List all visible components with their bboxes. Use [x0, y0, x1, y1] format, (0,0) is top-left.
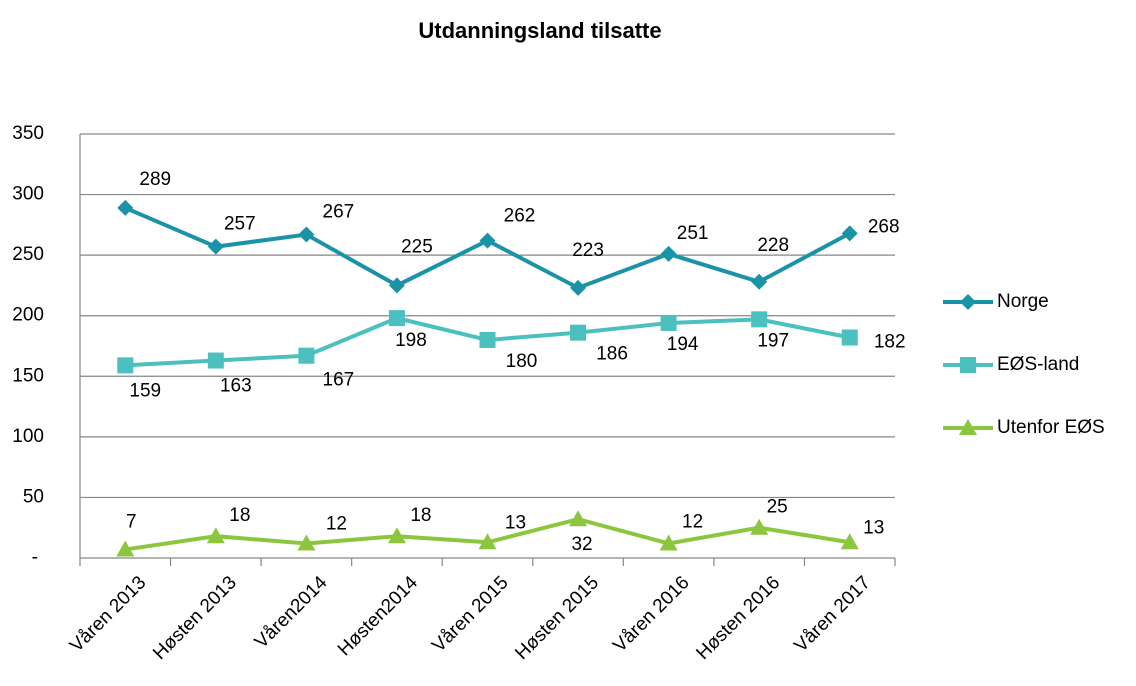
y-tick-label: - — [32, 547, 38, 568]
legend-label: Norge — [997, 291, 1049, 312]
legend-label: EØS-land — [997, 354, 1079, 375]
data-label: 12 — [326, 513, 347, 534]
marker — [298, 347, 315, 364]
x-tick-label: Høsten 2015 — [511, 572, 603, 664]
data-label: 225 — [401, 236, 433, 257]
data-label: 267 — [323, 202, 355, 223]
data-label: 228 — [757, 235, 789, 256]
data-label: 182 — [874, 332, 906, 353]
marker — [659, 534, 678, 551]
data-label: 7 — [126, 512, 137, 533]
x-tick-label: Våren 2013 — [66, 572, 150, 656]
data-label: 268 — [868, 216, 900, 237]
marker — [841, 329, 858, 346]
data-label: 262 — [504, 206, 536, 227]
y-tick-label: 350 — [12, 123, 44, 144]
marker — [750, 518, 769, 535]
data-label: 13 — [863, 517, 884, 538]
data-label: 18 — [229, 505, 250, 526]
marker — [478, 533, 497, 550]
marker — [479, 232, 496, 249]
chart-title: Utdanningsland tilsatte — [418, 18, 661, 43]
legend-label: Utenfor EØS — [997, 417, 1105, 438]
marker — [751, 273, 768, 290]
x-tick-label: Våren 2016 — [609, 572, 693, 656]
data-label: 167 — [323, 370, 355, 391]
marker — [570, 279, 587, 296]
marker — [207, 352, 224, 369]
data-label: 289 — [139, 169, 171, 190]
marker — [841, 225, 858, 242]
marker — [116, 540, 135, 557]
data-label: 194 — [667, 334, 699, 355]
marker — [388, 277, 405, 294]
data-label: 197 — [757, 330, 789, 351]
marker — [751, 311, 768, 328]
data-label: 223 — [572, 240, 604, 261]
data-label: 25 — [767, 497, 788, 518]
marker — [298, 226, 315, 243]
y-tick-label: 150 — [12, 365, 44, 386]
x-tick-label: Våren2014 — [251, 572, 332, 653]
y-tick-label: 250 — [12, 244, 44, 265]
y-tick-label: 300 — [12, 184, 44, 205]
marker — [206, 527, 225, 544]
marker — [388, 310, 405, 327]
data-label: 186 — [596, 344, 628, 365]
data-label: 198 — [395, 330, 427, 351]
marker — [660, 245, 677, 262]
x-tick-label: Våren 2017 — [790, 572, 874, 656]
data-label: 251 — [677, 223, 709, 244]
marker — [960, 357, 976, 373]
marker — [387, 527, 406, 544]
marker — [959, 419, 977, 435]
data-label: 18 — [410, 505, 431, 526]
x-tick-label: Høsten 2016 — [692, 572, 784, 664]
data-label: 159 — [129, 380, 161, 401]
x-tick-label: Høsten2014 — [334, 572, 422, 660]
marker — [570, 324, 587, 341]
y-tick-label: 200 — [12, 305, 44, 326]
data-label: 32 — [571, 534, 592, 555]
data-label: 180 — [506, 351, 538, 372]
marker — [960, 294, 976, 310]
marker — [207, 238, 224, 255]
y-tick-label: 100 — [12, 426, 44, 447]
data-label: 163 — [220, 376, 252, 397]
x-tick-label: Våren 2015 — [428, 572, 512, 656]
data-label: 13 — [505, 512, 526, 533]
x-tick-label: Høsten 2013 — [149, 572, 241, 664]
marker — [840, 533, 859, 550]
marker — [297, 534, 316, 551]
data-label: 257 — [224, 214, 256, 235]
marker — [479, 331, 496, 348]
marker — [569, 510, 588, 527]
marker — [660, 314, 677, 331]
marker — [117, 357, 134, 374]
data-label: 12 — [682, 511, 703, 532]
y-tick-label: 50 — [23, 486, 44, 507]
marker — [117, 199, 134, 216]
